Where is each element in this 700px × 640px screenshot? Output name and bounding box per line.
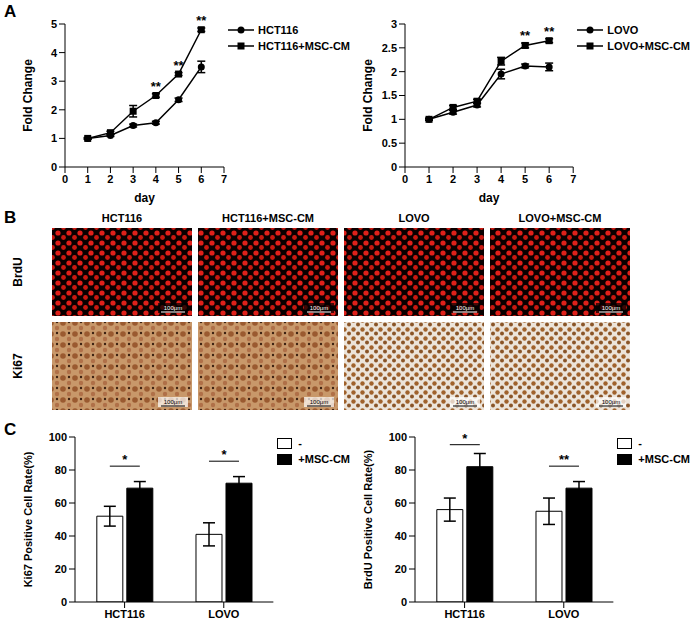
svg-text:HCT116: HCT116 xyxy=(444,608,484,620)
svg-text:6: 6 xyxy=(198,173,204,185)
svg-text:0: 0 xyxy=(402,173,408,185)
svg-text:5: 5 xyxy=(176,173,182,185)
svg-text:1: 1 xyxy=(426,173,432,185)
html-text:HCT116: HCT116 xyxy=(258,24,299,36)
svg-text:day: day xyxy=(479,191,500,205)
svg-text:day: day xyxy=(134,191,155,205)
svg-text:40: 40 xyxy=(395,530,407,542)
svg-text:**: ** xyxy=(544,24,555,39)
html-text:A: A xyxy=(4,2,17,21)
svg-text:2.5: 2.5 xyxy=(382,42,397,54)
svg-text:LOVO: LOVO xyxy=(548,608,580,620)
svg-text:LOVO: LOVO xyxy=(208,608,240,620)
svg-text:Fold Change: Fold Change xyxy=(361,59,375,132)
svg-text:4: 4 xyxy=(51,47,58,59)
svg-text:0: 0 xyxy=(401,596,407,608)
svg-text:60: 60 xyxy=(395,497,407,509)
svg-text:100: 100 xyxy=(389,431,407,443)
svg-text:HCT116: HCT116 xyxy=(104,608,144,620)
svg-text:3: 3 xyxy=(474,173,480,185)
svg-text:Ki67: Ki67 xyxy=(11,353,25,379)
svg-text:HCT116+MSC-CM: HCT116+MSC-CM xyxy=(222,212,314,224)
svg-text:BrdU Positive Cell Rate(%): BrdU Positive Cell Rate(%) xyxy=(362,449,374,589)
svg-text:100: 100 xyxy=(49,431,67,443)
svg-text:BrdU: BrdU xyxy=(11,257,25,286)
svg-text:100μm: 100μm xyxy=(310,305,328,311)
svg-text:6: 6 xyxy=(546,173,552,185)
svg-text:**: ** xyxy=(151,79,162,94)
svg-text:3: 3 xyxy=(391,18,397,30)
svg-text:0.5: 0.5 xyxy=(382,137,397,149)
html-text:LOVO: LOVO xyxy=(607,24,639,36)
svg-text:*: * xyxy=(122,452,128,467)
svg-text:2: 2 xyxy=(107,173,113,185)
svg-text:100μm: 100μm xyxy=(456,399,474,405)
svg-text:40: 40 xyxy=(55,530,67,542)
svg-text:20: 20 xyxy=(395,563,407,575)
svg-text:20: 20 xyxy=(55,563,67,575)
svg-text:100μm: 100μm xyxy=(456,305,474,311)
svg-text:**: ** xyxy=(196,13,207,28)
html-text:HCT116+MSC-CM: HCT116+MSC-CM xyxy=(258,40,350,52)
svg-text:100μm: 100μm xyxy=(164,305,182,311)
svg-text:2: 2 xyxy=(51,104,57,116)
svg-text:LOVO: LOVO xyxy=(398,212,430,224)
svg-text:2: 2 xyxy=(391,66,397,78)
svg-text:*: * xyxy=(462,431,468,446)
html-text:+MSC-CM: +MSC-CM xyxy=(298,453,350,465)
svg-text:Fold Change: Fold Change xyxy=(21,59,35,132)
svg-text:80: 80 xyxy=(395,464,407,476)
svg-text:**: ** xyxy=(174,58,185,73)
svg-text:0: 0 xyxy=(61,596,67,608)
svg-text:**: ** xyxy=(520,28,531,43)
svg-text:HCT116: HCT116 xyxy=(102,212,142,224)
html-text:C: C xyxy=(4,420,17,439)
svg-text:0: 0 xyxy=(391,161,397,173)
svg-text:3: 3 xyxy=(51,75,57,87)
svg-text:*: * xyxy=(221,447,227,462)
svg-text:0: 0 xyxy=(51,161,57,173)
svg-text:5: 5 xyxy=(522,173,528,185)
svg-text:7: 7 xyxy=(570,173,576,185)
svg-text:1: 1 xyxy=(51,132,57,144)
svg-text:4: 4 xyxy=(498,173,505,185)
svg-text:60: 60 xyxy=(55,497,67,509)
svg-text:1: 1 xyxy=(391,113,397,125)
svg-text:100μm: 100μm xyxy=(310,399,328,405)
svg-text:LOVO+MSC-CM: LOVO+MSC-CM xyxy=(519,212,602,224)
svg-text:Ki67 Positive Cell Rate(%): Ki67 Positive Cell Rate(%) xyxy=(22,451,34,587)
svg-text:80: 80 xyxy=(55,464,67,476)
html-text:LOVO+MSC-CM: LOVO+MSC-CM xyxy=(607,40,690,52)
svg-text:5: 5 xyxy=(51,18,57,30)
svg-text:100μm: 100μm xyxy=(164,399,182,405)
svg-text:3: 3 xyxy=(130,173,136,185)
svg-text:0: 0 xyxy=(62,173,68,185)
svg-text:1.5: 1.5 xyxy=(382,89,397,101)
svg-text:**: ** xyxy=(559,452,570,467)
svg-text:100μm: 100μm xyxy=(602,305,620,311)
html-text:B: B xyxy=(4,208,17,227)
svg-text:1: 1 xyxy=(85,173,91,185)
html-text:+MSC-CM: +MSC-CM xyxy=(638,453,690,465)
svg-text:100μm: 100μm xyxy=(602,399,620,405)
svg-text:2: 2 xyxy=(450,173,456,185)
svg-text:4: 4 xyxy=(153,173,160,185)
svg-text:7: 7 xyxy=(221,173,227,185)
